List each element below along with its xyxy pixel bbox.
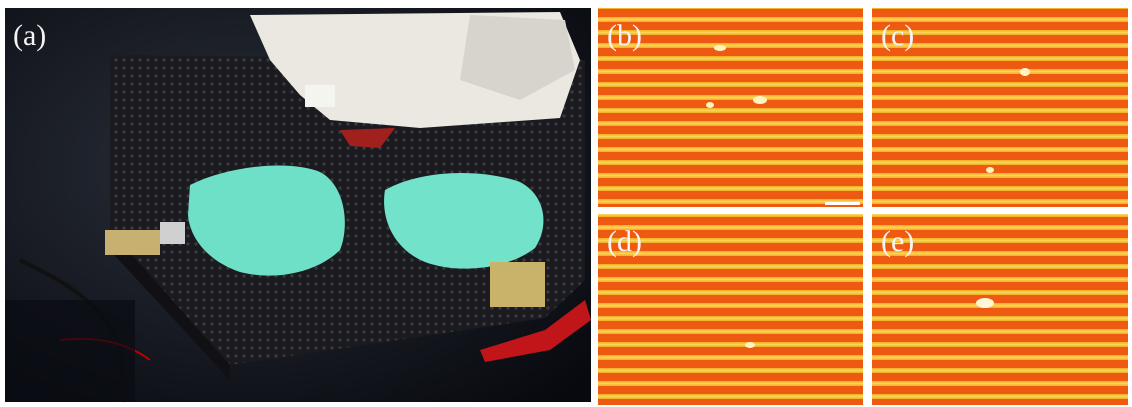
micrograph-d: (d) [598, 214, 863, 405]
page: (a) (b) (c) (d) (e) (() => { const data … [0, 0, 1132, 407]
panel-label: (a) [13, 19, 46, 52]
panel-label: (b) [607, 19, 642, 52]
photo-a: (a) [5, 8, 591, 402]
micrograph-c: (c) [872, 8, 1128, 207]
panel-label: (c) [881, 19, 914, 52]
panel-label: (d) [607, 225, 642, 258]
micrograph-b: (b) [598, 8, 863, 207]
figure: (a) (b) (c) (d) (e) [0, 0, 1132, 407]
panel-label: (e) [881, 225, 914, 258]
micrograph-e: (e) [872, 214, 1128, 405]
